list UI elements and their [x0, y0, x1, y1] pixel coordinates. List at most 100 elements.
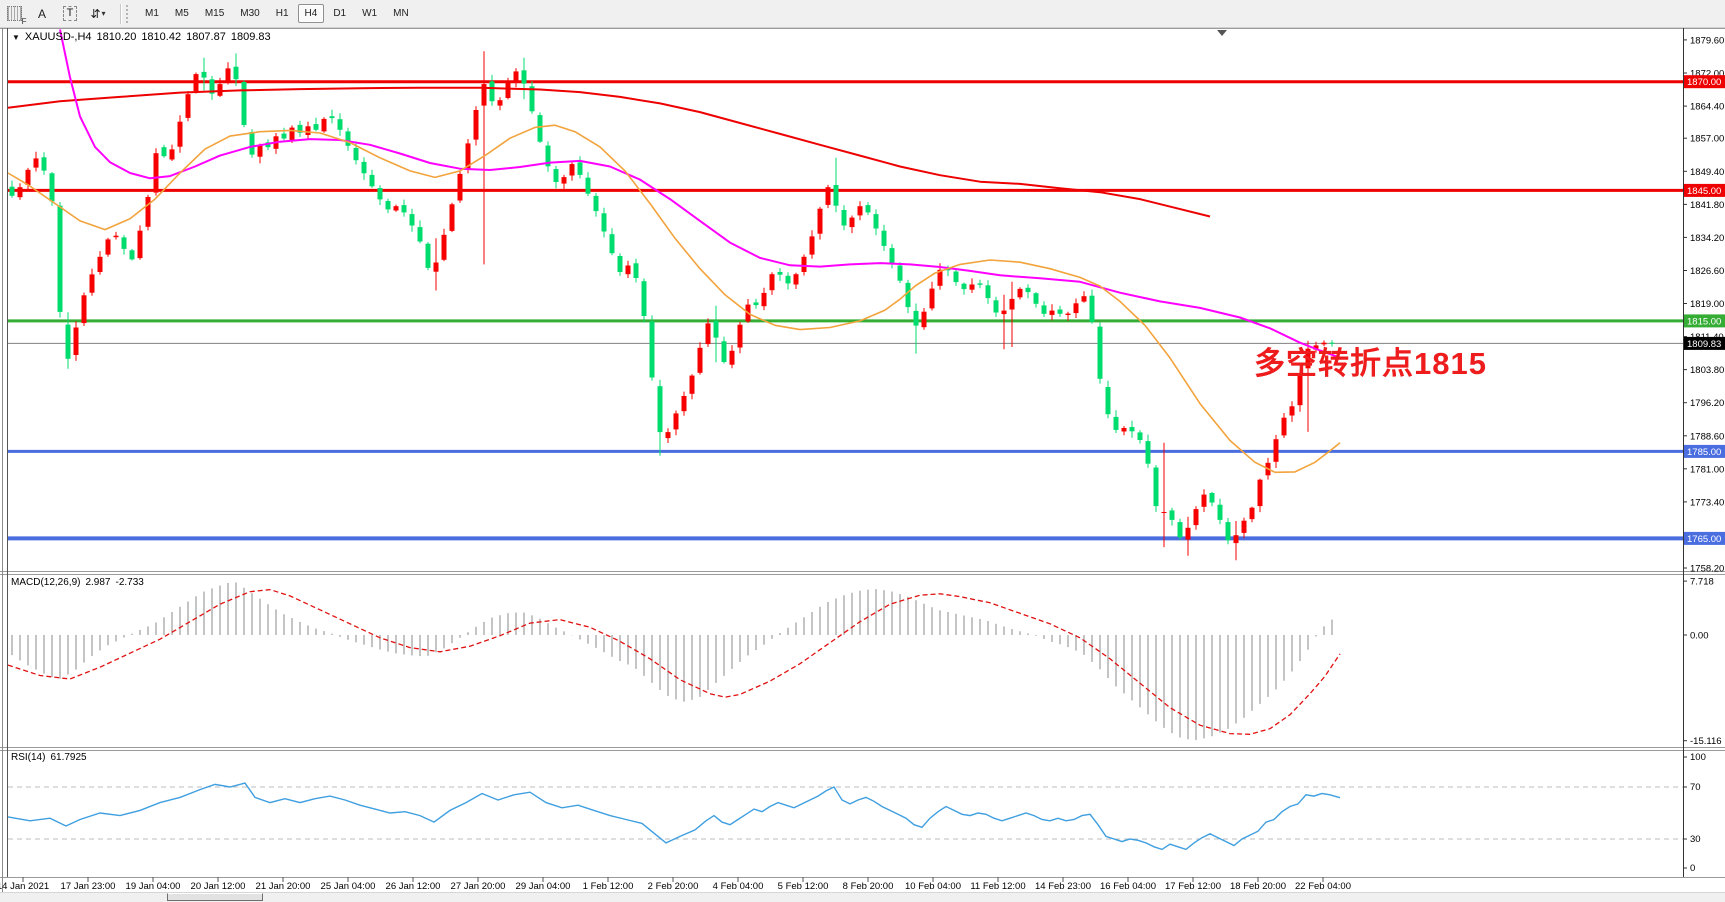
high-value: 1810.42	[141, 31, 182, 43]
svg-text:1815.00: 1815.00	[1687, 316, 1721, 327]
rsi-value: 61.7925	[50, 752, 87, 763]
low-value: 1807.87	[186, 31, 226, 43]
timeframe-toolbar: M1 M5 M15 M30 H1 H4 D1 W1 MN	[137, 0, 417, 27]
svg-text:100: 100	[1690, 752, 1706, 763]
svg-text:26 Jan 12:00: 26 Jan 12:00	[386, 881, 441, 892]
svg-text:1870.00: 1870.00	[1687, 77, 1721, 88]
svg-text:25 Jan 04:00: 25 Jan 04:00	[321, 881, 376, 892]
macd-name: MACD(12,26,9)	[11, 577, 81, 588]
timeframe-button-m1[interactable]: M1	[145, 8, 159, 19]
ma-slow-red	[7, 86, 1211, 218]
timeframe-button-m5[interactable]: M5	[174, 8, 189, 19]
toolbar-drag-handle[interactable]	[126, 4, 131, 23]
svg-text:-15.116: -15.116	[1690, 736, 1722, 747]
panel-borders	[0, 28, 1725, 892]
grid-f-icon[interactable]: F	[2, 2, 27, 26]
svg-text:29 Jan 04:00: 29 Jan 04:00	[516, 881, 571, 892]
timeframe-button-m15[interactable]: M15	[204, 8, 225, 19]
svg-text:1841.80: 1841.80	[1690, 200, 1724, 211]
svg-text:4 Feb 04:00: 4 Feb 04:00	[713, 881, 764, 892]
svg-text:2 Feb 20:00: 2 Feb 20:00	[648, 881, 699, 892]
symbol-period-label: XAUUSD-,H4	[24, 31, 92, 43]
ma-fast-orange	[7, 124, 1341, 474]
svg-text:22 Feb 04:00: 22 Feb 04:00	[1295, 881, 1351, 892]
svg-text:27 Jan 20:00: 27 Jan 20:00	[451, 881, 506, 892]
svg-text:1788.60: 1788.60	[1690, 431, 1724, 442]
svg-text:16 Feb 04:00: 16 Feb 04:00	[1100, 881, 1156, 892]
timeframe-button-h4[interactable]: H4	[297, 4, 325, 23]
svg-text:8 Feb 20:00: 8 Feb 20:00	[843, 881, 894, 892]
svg-text:30: 30	[1690, 834, 1701, 845]
toolbar-separator	[120, 3, 122, 24]
arrows-dropdown-icon[interactable]: ⇵ ▾	[86, 2, 110, 26]
chart-annotation-text[interactable]: 多空转折点1815	[1254, 346, 1487, 381]
timeframe-button-m30[interactable]: M30	[240, 8, 260, 19]
timeframe-button-mn[interactable]: MN	[393, 8, 409, 19]
caret-down-icon: ▾	[101, 9, 106, 18]
svg-text:7.718: 7.718	[1690, 577, 1714, 588]
indicator-axis: 7.718 0.00 -15.116 100 70 30 0	[1683, 577, 1722, 874]
date-axis[interactable]: 14 Jan 2021 17 Jan 23:00 19 Jan 04:00 20 Ja…	[0, 877, 1351, 892]
svg-text:1819.00: 1819.00	[1690, 299, 1724, 310]
price-axis[interactable]: 1879.60 1872.00 1864.40 1857.00 1849.40 1841.…	[1683, 35, 1725, 575]
timeframe-button-h1[interactable]: H1	[275, 8, 289, 19]
macd-panel[interactable]	[7, 582, 1341, 741]
svg-text:1834.20: 1834.20	[1690, 233, 1724, 244]
svg-text:19 Jan 04:00: 19 Jan 04:00	[126, 881, 181, 892]
text-box-t-icon[interactable]: T	[58, 2, 82, 26]
scrollbar-thumb[interactable]	[167, 893, 263, 901]
svg-text:1765.00: 1765.00	[1687, 534, 1721, 545]
svg-text:1785.00: 1785.00	[1687, 447, 1721, 458]
support-resistance-lines[interactable]	[8, 80, 1683, 541]
svg-text:18 Feb 20:00: 18 Feb 20:00	[1230, 881, 1286, 892]
svg-text:17 Jan 23:00: 17 Jan 23:00	[61, 881, 116, 892]
svg-text:1773.40: 1773.40	[1690, 497, 1724, 508]
svg-text:1857.00: 1857.00	[1690, 134, 1724, 145]
svg-text:1879.60: 1879.60	[1690, 35, 1724, 46]
svg-text:11 Feb 12:00: 11 Feb 12:00	[970, 881, 1025, 892]
moving-averages	[7, 29, 1341, 474]
svg-text:1796.20: 1796.20	[1690, 398, 1724, 409]
svg-text:1781.00: 1781.00	[1690, 464, 1724, 475]
svg-text:1758.20: 1758.20	[1690, 564, 1724, 575]
chart-shift-marker[interactable]	[1217, 30, 1227, 36]
svg-text:0: 0	[1690, 863, 1695, 874]
svg-text:1826.60: 1826.60	[1690, 266, 1724, 277]
svg-text:1 Feb 12:00: 1 Feb 12:00	[583, 881, 634, 892]
svg-text:1845.00: 1845.00	[1687, 186, 1721, 197]
candles-layer[interactable]	[9, 51, 1335, 561]
ma-mid-magenta	[59, 29, 1338, 358]
macd-main-value: 2.987	[85, 577, 111, 588]
svg-text:1809.83: 1809.83	[1687, 339, 1721, 350]
svg-text:1803.80: 1803.80	[1690, 365, 1724, 376]
macd-signal-value: -2.733	[115, 577, 144, 588]
chevron-down-icon[interactable]: ▼	[12, 32, 20, 42]
rsi-panel[interactable]	[7, 782, 1683, 851]
chart-title: ▼ XAUUSD-,H4 1810.20 1810.42 1807.87 180…	[12, 31, 271, 43]
rsi-label: RSI(14) 61.7925	[11, 752, 87, 763]
text-label-a-icon[interactable]: A	[37, 6, 46, 21]
toolbar: F A T ⇵ ▾ M1 M5 M15 M30 H1 H4 D1 W1 MN	[0, 0, 1725, 28]
svg-text:14 Jan 2021: 14 Jan 2021	[0, 881, 49, 892]
open-value: 1810.20	[96, 31, 137, 43]
svg-text:21 Jan 20:00: 21 Jan 20:00	[256, 881, 311, 892]
svg-text:17 Feb 12:00: 17 Feb 12:00	[1165, 881, 1221, 892]
svg-text:70: 70	[1690, 782, 1701, 793]
svg-text:1849.40: 1849.40	[1690, 167, 1724, 178]
svg-text:1864.40: 1864.40	[1690, 102, 1724, 113]
timeframe-button-d1[interactable]: D1	[333, 8, 347, 19]
boxed-t-glyph: T	[62, 6, 78, 21]
svg-text:10 Feb 04:00: 10 Feb 04:00	[905, 881, 961, 892]
close-value: 1809.83	[230, 31, 271, 43]
timeframe-button-w1[interactable]: W1	[362, 8, 378, 19]
arrows-glyph: ⇵	[90, 6, 100, 21]
macd-label: MACD(12,26,9) 2.987 -2.733	[11, 577, 144, 588]
svg-text:14 Feb 23:00: 14 Feb 23:00	[1035, 881, 1091, 892]
svg-text:1872.00: 1872.00	[1690, 69, 1724, 80]
svg-text:20 Jan 12:00: 20 Jan 12:00	[191, 881, 246, 892]
svg-text:5 Feb 12:00: 5 Feb 12:00	[778, 881, 829, 892]
rsi-name: RSI(14)	[11, 752, 46, 763]
svg-text:0.00: 0.00	[1690, 631, 1709, 642]
